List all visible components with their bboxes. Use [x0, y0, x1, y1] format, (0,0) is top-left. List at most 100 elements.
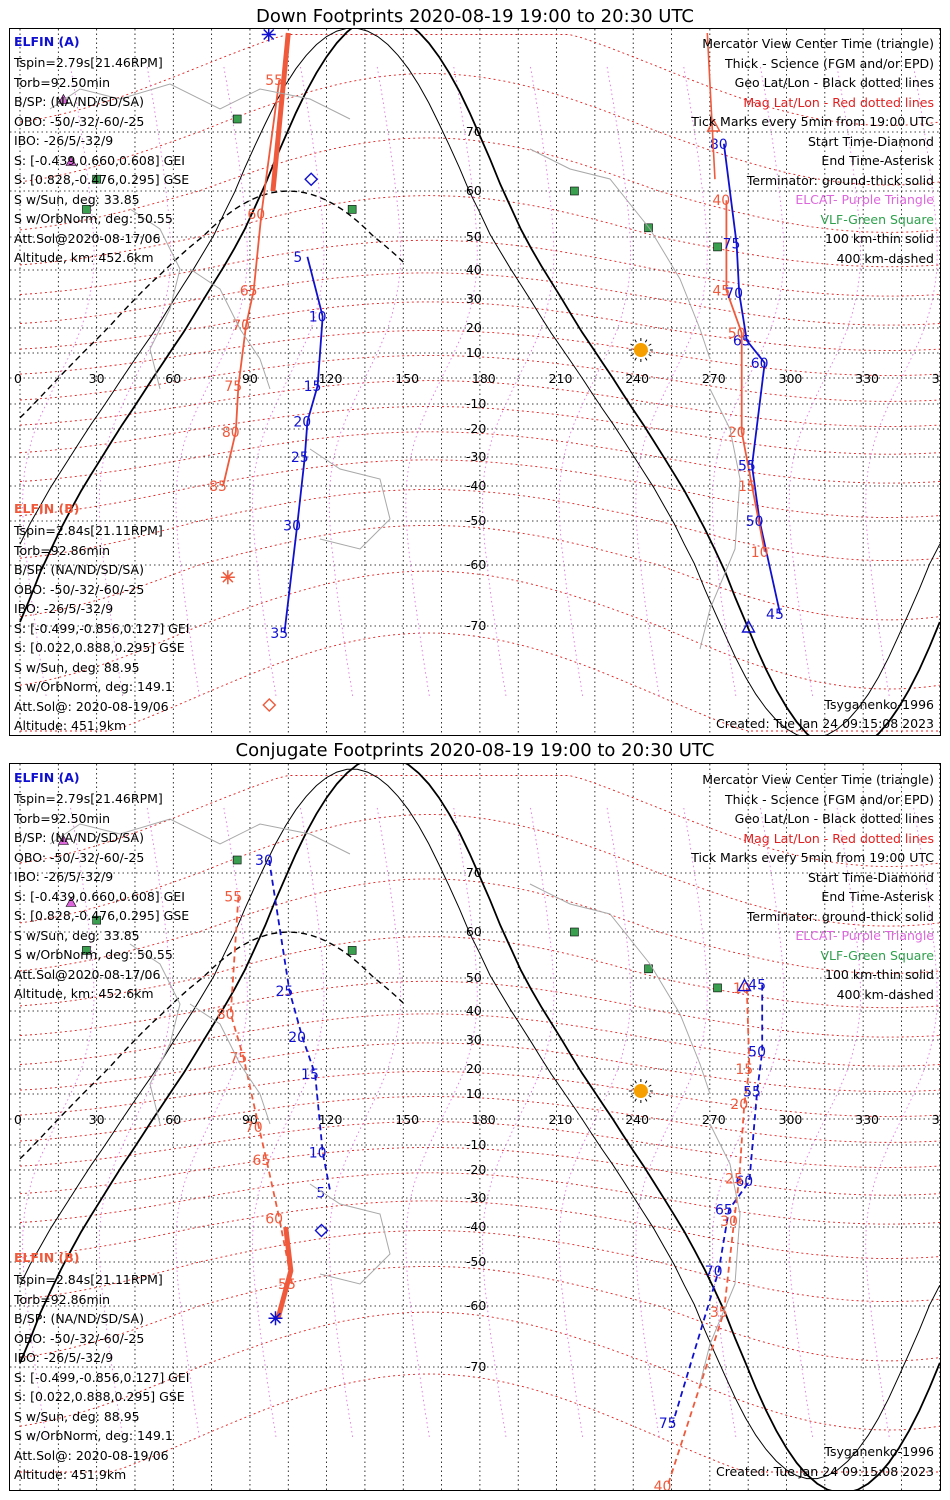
- elfin-b-tick-label: 75: [230, 1050, 248, 1066]
- info-line: S w/Sun, deg: 33.85: [14, 927, 140, 943]
- terminator-ground-line: [19, 29, 940, 735]
- elfin-a-tick-label: 60: [751, 356, 769, 372]
- lon-axis-label: 180: [472, 371, 496, 386]
- elfin-b-track: [229, 896, 293, 1285]
- lon-axis-label: 150: [395, 1112, 419, 1127]
- mag-lat-gridline: [19, 380, 940, 427]
- mag-lon-gridline: [252, 807, 325, 1438]
- legend-item: Mercator View Center Time (triangle): [702, 772, 934, 787]
- elfin-b-tick-label: 30: [720, 1214, 738, 1230]
- mag-lat-gridline: [19, 775, 940, 867]
- vlf-station-square: [347, 205, 357, 214]
- terminator-ground-line: [19, 764, 940, 1490]
- elfin-a-tick-label: 50: [746, 514, 764, 530]
- info-line: S: [-0.439,0.660,0.608] GEI: [14, 888, 185, 904]
- legend-item: 400 km-dashed: [836, 986, 934, 1002]
- center-time-triangle: [706, 118, 721, 132]
- elfin-a-label: ELFIN (A): [14, 34, 80, 49]
- sun-ray: [634, 357, 637, 361]
- lat-axis-label: 40: [466, 262, 482, 277]
- info-line: S: [-0.439,0.660,0.608] GEI: [14, 152, 185, 168]
- sun-ray: [630, 343, 634, 346]
- lat-axis-label: 30: [466, 291, 482, 306]
- elfin-b-tick-label: 20: [730, 1097, 748, 1113]
- mag-lat-gridline: [19, 73, 940, 186]
- conjugate-footprints-map: 0 30 60 90 120 150 180 210 240 270 300 330 360 70 60 50…: [9, 763, 941, 1491]
- lon-axis-label: 300: [779, 371, 803, 386]
- elfin-a-info: Tspin=2.79s[21.46RPM] Torb=92.50min B/SP: …: [14, 789, 189, 1004]
- mag-lat-gridline: [19, 1071, 940, 1117]
- elfin-b-track: [222, 79, 281, 487]
- info-line: Att.Sol@: 2020-08-19/06: [14, 1447, 169, 1463]
- mag-lat-gridline: [19, 1121, 940, 1168]
- elfin-b-track: [725, 200, 766, 552]
- lon-axis-label: 120: [319, 371, 343, 386]
- legend-item: End Time-Asterisk: [821, 889, 934, 904]
- lat-axis-label: 70: [466, 124, 482, 139]
- mag-lat-gridline: [20, 1373, 940, 1473]
- elfin-b-tick-label: 20: [728, 425, 746, 441]
- info-line: Torb=92.50min: [14, 810, 111, 826]
- lon-axis-label: 0: [14, 371, 22, 386]
- legend-item: 400 km-dashed: [836, 250, 934, 266]
- lon-axis-label: 60: [165, 371, 181, 386]
- elfin-a-tick-label: 55: [738, 459, 756, 475]
- vlf-station-square: [713, 242, 722, 252]
- lon-axis-label: 360: [932, 1112, 941, 1127]
- mag-lat-gridline: [19, 406, 940, 455]
- coastline: [189, 1003, 271, 1125]
- sun-ray: [648, 1084, 652, 1087]
- elfin-b-info: Tspin=2.84s[21.11RPM] Torb=92.86min B/SP: …: [14, 1270, 189, 1485]
- elfin-a-tick-label: 30: [255, 853, 273, 869]
- elfin-b-tick-label: 70: [232, 318, 250, 334]
- elfin-b-label: ELFIN (B): [14, 1250, 80, 1265]
- mag-lat-gridline: [19, 355, 940, 402]
- elfin-b-tick-label: 40: [712, 193, 730, 209]
- elfin-a-info: Tspin=2.79s[21.46RPM] Torb=92.50min B/SP: …: [14, 53, 189, 268]
- lon-axis-label: 30: [89, 1112, 105, 1127]
- elfin-a-tick-label: 80: [710, 137, 728, 153]
- info-line: Att.Sol@: 2020-08-19/06: [14, 698, 169, 714]
- lat-axis-label: 60: [466, 924, 482, 939]
- vlf-station-square: [92, 915, 101, 925]
- lon-axis-label: 150: [395, 371, 419, 386]
- mag-lat-gridline: [19, 1172, 940, 1225]
- info-line: Tspin=2.84s[21.11RPM]: [14, 1272, 163, 1287]
- lat-axis-label: -50: [466, 513, 486, 528]
- down-footprints-map: 0 30 60 90 120 150 180 210 240 270 300 330 360 70 60 50…: [9, 28, 941, 736]
- vlf-station-square: [570, 186, 579, 196]
- end-time-asterisk: [261, 29, 276, 42]
- lat-axis-label: -10: [466, 1137, 486, 1152]
- info-line: OBO: -50/-32/-60/-25: [14, 849, 145, 865]
- info-line: Altitude: 451.9km: [14, 1467, 127, 1482]
- elfin-a-tick-label: 60: [735, 1174, 753, 1190]
- vlf-station-square: [82, 205, 91, 214]
- elfin-a-tick-label: 20: [288, 1030, 306, 1046]
- elfin-b-tick-label: 25: [725, 1171, 743, 1187]
- elfin-b-tick-label: 85: [209, 479, 227, 495]
- elfin-b-info: Tspin=2.84s[21.11RPM] Torb=92.86min B/SP: …: [14, 521, 189, 735]
- info-line: Torb=92.50min: [14, 74, 111, 90]
- lon-axis-label: 180: [472, 1112, 496, 1127]
- elfin-b-tick-label: 70: [245, 1120, 263, 1136]
- info-line: B/SP: (NA/ND/SD/SA): [14, 562, 144, 577]
- elfin-a-tick-label: 15: [301, 1067, 319, 1083]
- lon-axis-label: 240: [625, 1112, 649, 1127]
- elfin-b-tick-label: 65: [240, 283, 258, 299]
- elfin-a-tick-label: 20: [293, 415, 311, 431]
- elfin-a-track: [283, 256, 324, 634]
- info-line: OBO: -50/-32/-60/-25: [14, 581, 145, 597]
- mag-lat-gridline: [19, 1230, 940, 1303]
- mag-lat-gridline: [19, 459, 940, 518]
- legend-item: 100 km-thin solid: [825, 231, 934, 246]
- mag-lat-gridline: [19, 431, 940, 484]
- model-label: Tsyganenko-1996: [824, 697, 934, 712]
- elfin-b-label: ELFIN (B): [14, 501, 80, 516]
- coastline: [529, 148, 711, 360]
- elfin-b-tick-label: 80: [217, 1007, 235, 1023]
- sun-ray: [634, 1080, 637, 1084]
- sun-ray: [634, 1098, 637, 1102]
- info-line: IBO: -26/5/-32/9: [14, 133, 114, 148]
- coastline: [699, 388, 741, 650]
- coastline: [309, 1183, 391, 1285]
